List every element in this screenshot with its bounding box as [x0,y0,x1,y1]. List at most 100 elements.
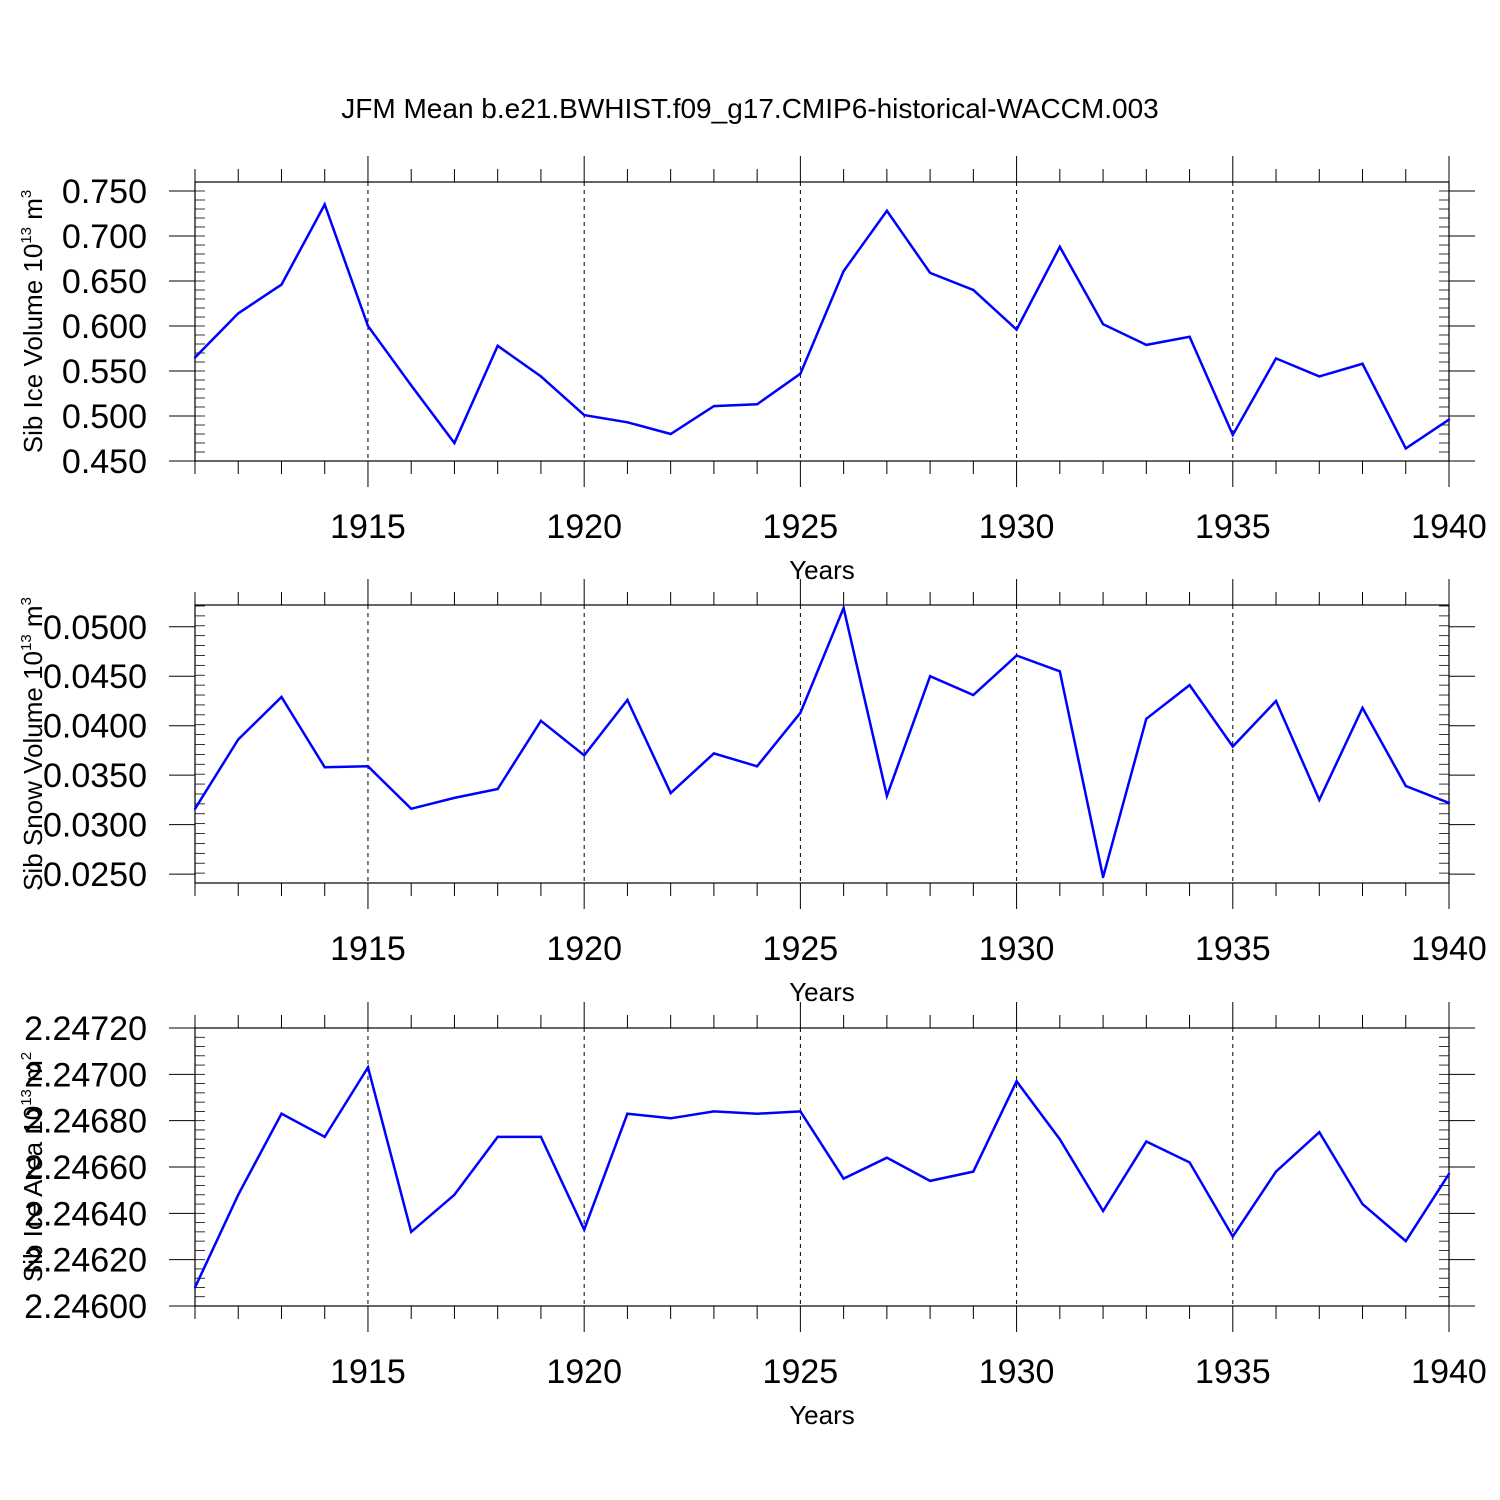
data-point [1361,706,1364,710]
x-tick-label: 1935 [1195,1353,1271,1391]
data-point [1447,418,1451,421]
data-point [1015,1080,1018,1083]
data-point [1188,335,1191,338]
data-point [1188,1161,1191,1164]
data-point [237,738,240,741]
series-line [193,1064,1451,1289]
x-tick-label: 1920 [546,930,622,968]
y-tick-label: 0.500 [62,398,147,436]
y-tick-label: 2.24600 [24,1288,147,1326]
data-point [496,787,499,791]
data-point [1318,798,1321,802]
x-axis-label: Years [789,555,855,585]
series-line [193,603,1450,878]
data-point [669,1117,672,1120]
y-tick-label: 2.24720 [24,1010,147,1048]
data-point [366,765,370,768]
chart-panel-2: 1915 1920 1925 1930 1935 1940 Years 0.0250 0.030… [18,579,1487,1007]
data-point [1231,433,1234,437]
data-point [1231,1235,1234,1238]
data-point [323,766,326,769]
x-tick-label: 1940 [1411,508,1487,546]
plot-frame [194,1027,1450,1307]
x-tick-label: 1925 [763,930,839,968]
data-point [799,711,802,715]
data-point [842,606,845,610]
data-point [366,1066,370,1069]
y-tick-label: 0.0300 [43,807,147,845]
x-axis-label: Years [789,977,855,1007]
data-point [885,209,889,212]
data-point [928,1179,932,1183]
data-point [1361,1202,1364,1206]
data-point [626,698,629,702]
y-tick-label: 2.24680 [24,1103,147,1141]
data-point [755,403,759,406]
y-tick-label: 0.0450 [43,658,147,696]
data-point [237,312,240,315]
data-point [885,794,889,798]
data-point [626,421,629,424]
x-tick-label: 1920 [546,508,622,546]
data-point [1101,323,1105,326]
data-point [1015,654,1018,657]
y-tick-label: 0.450 [62,443,147,481]
data-point [669,791,672,795]
data-point [1231,745,1234,748]
data-point [193,1286,197,1289]
figure-title: JFM Mean b.e21.BWHIST.f09_g17.CMIP6-hist… [341,93,1158,124]
data-point [1188,683,1191,687]
x-tick-label: 1925 [763,1353,839,1391]
data-point [1058,670,1062,673]
data-point [1145,717,1148,720]
data-point [280,1112,283,1115]
x-tick-label: 1925 [763,508,839,546]
data-point [496,1135,499,1139]
data-point [712,752,716,755]
data-point [1145,343,1148,347]
data-point [1404,1239,1407,1243]
data-point [453,1193,456,1197]
data-point [539,375,543,378]
data-point [626,1112,629,1115]
x-tick-label: 1940 [1411,930,1487,968]
y-tick-label: 2.24640 [24,1195,147,1233]
data-point [1274,699,1278,703]
plot-frame [194,181,1450,462]
data-point [366,324,370,328]
data-point [539,1135,543,1139]
x-tick-label: 1935 [1195,508,1271,546]
data-point [928,271,932,275]
x-tick-label: 1935 [1195,930,1271,968]
data-point [1015,328,1018,331]
x-tick-label: 1915 [330,508,406,546]
data-point [842,1177,845,1180]
x-axis-label: Years [789,1400,855,1430]
y-tick-label: 0.750 [62,173,147,211]
data-point [1318,375,1321,378]
x-tick-label: 1930 [979,930,1055,968]
data-point [582,413,586,417]
y-tick-label: 2.24660 [24,1149,147,1187]
x-tick-label: 1940 [1411,1353,1487,1391]
data-point [1361,362,1364,365]
data-point [1404,447,1407,450]
series-line [194,201,1450,451]
y-tick-label: 0.600 [62,308,147,346]
y-tick-label: 0.0400 [43,708,147,746]
data-point [1101,875,1105,879]
data-point [323,1135,326,1139]
panels: 1915 1920 1925 1930 1935 1940 Years 0.450 0.500 0… [18,156,1487,1430]
data-point [582,1228,586,1231]
data-point [972,693,975,697]
data-point [453,796,456,800]
data-point [928,675,932,678]
data-point [755,765,759,768]
data-point [1274,1170,1278,1173]
y-tick-label: 0.650 [62,263,147,301]
data-point [539,719,543,722]
data-point [972,1170,975,1173]
data-point [1101,1209,1105,1213]
data-point [712,1110,716,1113]
